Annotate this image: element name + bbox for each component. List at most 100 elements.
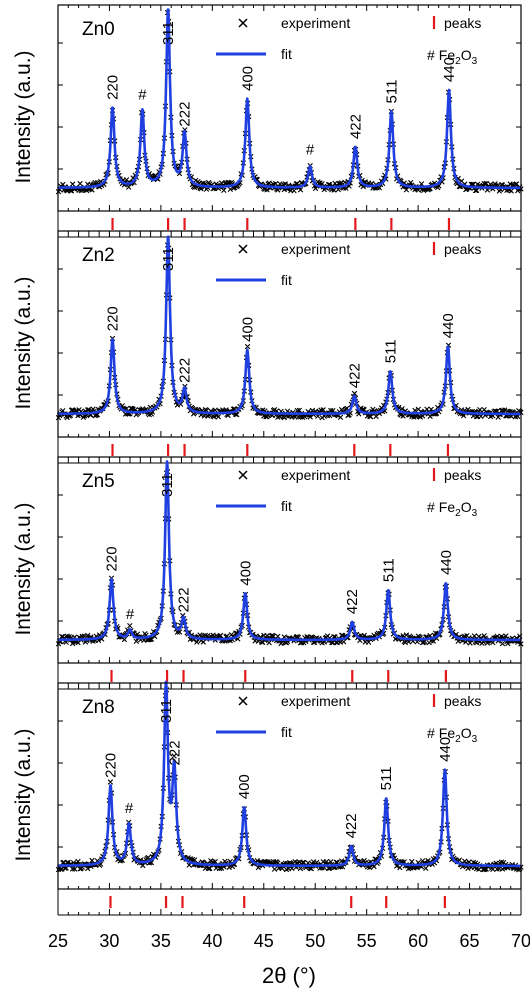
legend-impurity-part: 2 (455, 56, 461, 67)
legend-experiment-label: experiment (281, 15, 350, 31)
legend-impurity-part: 3 (472, 56, 478, 67)
panel-zn2: Zn2 220 311 222 400 422 511 440 experiment fit pea… (12, 230, 524, 464)
x-tick-label: 35 (151, 931, 171, 951)
y-axis-label: Intensity (a.u.) (12, 502, 35, 635)
legend: experiment fit peaks # Fe2O3 (216, 467, 481, 519)
legend: experiment fit peaks # Fe2O3 (216, 15, 481, 67)
legend-peaks-label: peaks (444, 15, 481, 31)
panel-title: Zn2 (82, 245, 115, 266)
legend-experiment-label: experiment (281, 241, 350, 257)
legend-impurity-part: O (461, 725, 472, 741)
fit-series (57, 680, 522, 868)
panel-zn8: Zn8220311222400422511440#experimentfitpe… (12, 680, 524, 916)
peak-label: 222 (177, 358, 194, 383)
legend-impurity-part: 2 (455, 508, 461, 519)
impurity-peak-label: # (138, 86, 147, 103)
peak-label: 422 (344, 589, 361, 614)
x-tick-label: 25 (48, 931, 68, 951)
peak-label: 400 (237, 561, 254, 586)
legend-impurity-part: 3 (472, 734, 478, 745)
fit-series (57, 460, 522, 642)
legend-experiment-symbol (238, 18, 248, 28)
panel-title: Zn5 (82, 471, 115, 492)
peak-label: 440 (441, 57, 458, 82)
legend-fit-label: fit (281, 46, 292, 62)
x-axis-label: 2θ (°) (262, 963, 316, 988)
legend: experiment fit peaks # Fe2O3 (216, 693, 481, 745)
peak-label: 222 (176, 587, 193, 612)
peak-label: 311 (159, 473, 176, 497)
peak-label: 220 (104, 546, 121, 571)
peak-label: 311 (158, 699, 175, 723)
legend-fit-label: fit (281, 272, 292, 288)
peak-label: 220 (102, 753, 119, 778)
peak-label: 400 (236, 774, 253, 799)
panel-title: Zn0 (82, 19, 115, 40)
peak-label: 220 (105, 75, 122, 100)
y-axis-label: Intensity (a.u.) (12, 50, 35, 183)
panel-zn0: Zn0 220 311 222 400 422 511 440 # # experiment fit p… (12, 4, 524, 238)
legend-impurity-part: O (461, 47, 472, 63)
peak-label: 440 (440, 313, 457, 338)
y-axis-label: Intensity (a.u.) (12, 276, 35, 409)
legend-impurity-label: # Fe2O3 (427, 47, 478, 67)
legend-experiment-symbol (238, 470, 248, 480)
legend-impurity-part: O (461, 499, 472, 515)
x-tick-label: 45 (254, 931, 274, 951)
legend-fit-label: fit (281, 498, 292, 514)
legend-experiment-label: experiment (281, 693, 350, 709)
peak-label: 220 (105, 306, 122, 331)
legend-peaks-label: peaks (444, 693, 481, 709)
legend-experiment-symbol (238, 696, 248, 706)
peak-label: 422 (346, 363, 363, 388)
y-axis-label: Intensity (a.u.) (12, 728, 35, 861)
impurity-peak-label: # (125, 800, 134, 817)
peak-label: 222 (166, 740, 183, 765)
x-axis: 25 30 35 40 45 50 55 60 65 70 (48, 931, 530, 951)
x-tick-label: 70 (511, 931, 530, 951)
plot-frame (57, 230, 522, 438)
peak-label: 422 (347, 114, 364, 139)
impurity-peak-label: # (126, 606, 135, 623)
panel-title: Zn8 (82, 697, 115, 718)
legend-peaks-label: peaks (444, 241, 481, 257)
legend-impurity-part: Fe (439, 499, 456, 515)
legend-impurity-part: # (427, 725, 435, 741)
legend-impurity-part: # (427, 499, 435, 515)
legend-impurity-part: # (427, 47, 435, 63)
peak-label: 511 (383, 80, 400, 104)
plot-frame (57, 682, 522, 890)
legend-experiment-label: experiment (281, 467, 350, 483)
legend-impurity-part: Fe (439, 725, 456, 741)
peak-label: 400 (239, 66, 256, 91)
legend-fit-label: fit (281, 724, 292, 740)
impurity-peak-label: # (306, 142, 315, 159)
plot-frame (57, 4, 522, 212)
x-tick-label: 65 (460, 931, 480, 951)
legend-impurity-part: Fe (439, 47, 456, 63)
peak-label: 311 (160, 247, 177, 271)
peak-label: 222 (177, 102, 194, 127)
legend-impurity-part: 2 (455, 734, 461, 745)
peak-label: 440 (437, 737, 454, 762)
x-tick-label: 30 (99, 931, 119, 951)
legend-experiment-symbol (238, 244, 248, 254)
fit-series (57, 235, 522, 416)
legend-impurity-part: 3 (472, 508, 478, 519)
plot-frame (57, 456, 522, 664)
fit-series (57, 8, 522, 190)
legend-impurity-label: # Fe2O3 (427, 725, 478, 745)
peak-label: 400 (239, 317, 256, 342)
legend-impurity-label: # Fe2O3 (427, 499, 478, 519)
panel-zn5: Zn5 220 311 222 400 422 511 440 # experiment fit pe… (12, 456, 524, 690)
x-tick-label: 50 (305, 931, 325, 951)
x-tick-label: 60 (408, 931, 428, 951)
peak-label: 511 (382, 339, 399, 363)
peak-label: 311 (160, 21, 177, 45)
x-tick-label: 40 (202, 931, 222, 951)
peak-label: 440 (438, 550, 455, 575)
peak-label: 422 (343, 813, 360, 838)
legend-peaks-label: peaks (444, 467, 481, 483)
peak-label: 511 (378, 766, 395, 790)
